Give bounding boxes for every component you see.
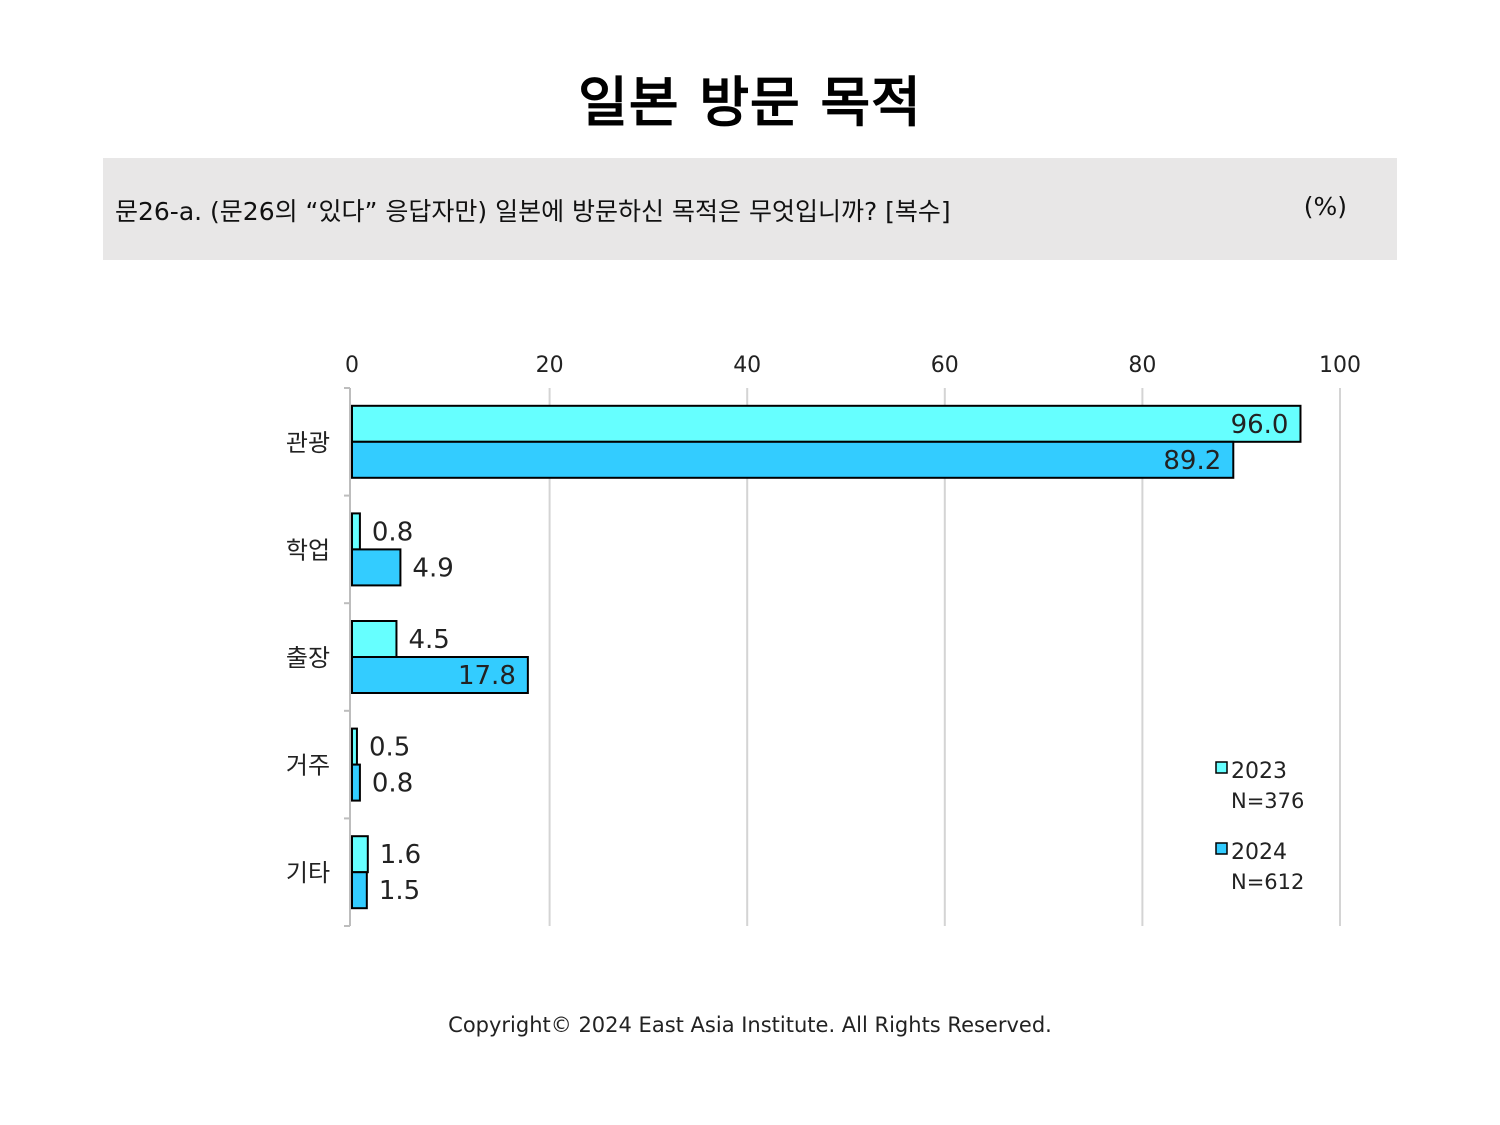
bar-2023 [351,512,361,551]
legend-swatch [1215,842,1228,855]
page-title: 일본 방문 목적 [578,71,922,134]
question-bar: 문26-a. (문26의 “있다” 응답자만) 일본에 방문하신 목적은 무엇입… [103,158,1397,260]
legend-label: 2024 [1231,840,1287,865]
legend-swatch [1215,761,1228,774]
bar-2024 [351,871,368,910]
bar-2023 [351,620,398,658]
data-label: 89.2 [1163,446,1221,476]
data-label: 1.6 [380,840,421,870]
data-label: 4.5 [408,625,449,655]
bar-2023 [351,727,358,766]
category-label: 관광 [286,429,330,457]
category-label: 기타 [286,859,330,887]
category-label: 거주 [286,752,330,780]
legend-note: N=376 [1231,789,1304,813]
x-tick-label: 100 [1319,353,1361,378]
data-label: 1.5 [379,876,420,906]
bar-2023 [351,404,1302,443]
data-label: 96.0 [1231,410,1289,440]
x-tick-label: 60 [931,353,959,378]
category-label: 학업 [286,536,330,564]
bar-2024 [351,440,1235,479]
copyright-footer: Copyright© 2024 East Asia Institute. All… [448,1013,1052,1037]
bar-2024 [351,656,529,694]
x-tick-label: 80 [1128,353,1156,378]
data-label: 17.8 [458,661,516,691]
x-tick-label: 20 [536,353,564,378]
bar-2024 [351,763,361,802]
data-label: 0.8 [372,769,413,799]
category-label: 출장 [286,644,330,672]
data-label: 0.8 [372,517,413,547]
data-label: 0.5 [369,733,410,763]
bar-2023 [351,835,369,874]
x-tick-label: 0 [345,353,359,378]
bar-2024 [351,548,402,587]
data-label: 4.9 [412,553,453,583]
x-tick-label: 40 [733,353,761,378]
legend-label: 2023 [1231,759,1287,784]
unit-label: (%) [1303,192,1347,221]
legend-note: N=612 [1231,870,1304,894]
question-text: 문26-a. (문26의 “있다” 응답자만) 일본에 방문하신 목적은 무엇입… [115,197,951,226]
